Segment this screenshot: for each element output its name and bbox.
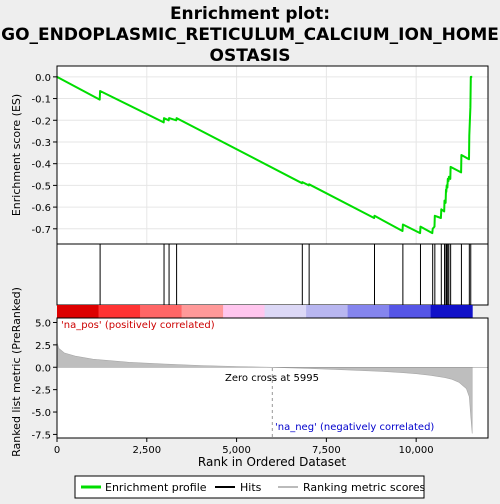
heatmap-segment [57,305,100,318]
es-panel [56,65,489,245]
na-pos-label: 'na_pos' (positively correlated) [61,320,215,331]
x-axis-label: Rank in Ordered Dataset [198,455,346,469]
heatmap-segment [264,305,307,318]
heatmap-segment [430,305,473,318]
hits-panel [56,243,489,306]
heatmap-segment [181,305,224,318]
metric-tick-label: 5.0 [35,318,51,329]
enrichment-profile [56,75,473,235]
heatmap-segment [223,305,266,318]
ranking-metric-area [56,342,488,438]
ranking-heatmap-band [57,305,473,318]
hit-markers [99,244,472,305]
es-tick-label: 0.0 [35,73,51,84]
legend-metric-label: Ranking metric scores [303,481,425,494]
es-tick-label: -0.4 [31,160,51,171]
es-tick-label: -0.2 [31,116,51,127]
heatmap-segment [389,305,432,318]
metric-tick-label: 0.0 [35,363,51,374]
metric-tick-label: -7.5 [31,430,51,441]
heatmap-segment [306,305,349,318]
x-tick-label: 7,500 [312,445,341,456]
es-tick-label: -0.6 [31,203,51,214]
es-y-axis-label: Enrichment score (ES) [10,94,23,216]
chart-title-line-1: Enrichment plot: [170,4,330,24]
x-tick-label: 10,000 [399,445,434,456]
es-tick-label: -0.5 [31,181,51,192]
ranking-metric-fill [56,342,473,434]
chart-title-line-2: GO_ENDOPLASMIC_RETICULUM_CALCIUM_ION_HOM… [1,25,499,45]
chart-title-line-3: OSTASIS [210,46,291,66]
legend-enrichment-label: Enrichment profile [105,481,207,494]
heatmap-segment [140,305,183,318]
x-tick-label: 2,500 [132,445,161,456]
x-tick-label: 5,000 [222,445,251,456]
legend-hits-label: Hits [240,481,262,494]
metric-y-axis-label: Ranked list metric (PreRanked) [10,287,23,457]
es-tick-label: -0.3 [31,138,51,149]
zero-cross-label: Zero cross at 5995 [225,373,319,384]
es-panel-border [56,65,489,245]
metric-tick-label: -5.0 [31,408,51,419]
metric-panel-border [56,317,489,439]
heatmap-segment [347,305,390,318]
na-neg-label: 'na_neg' (negatively correlated) [275,422,434,433]
x-axis: 0 2,500 5,000 7,500 10,000 [54,438,434,456]
x-tick-label: 0 [54,445,60,456]
metric-y-axis: 5.0 2.5 0.0 -2.5 -5.0 -7.5 [31,318,57,441]
enrichment-profile-line [56,75,473,235]
legend-box [74,475,425,499]
es-y-axis: 0.0 -0.1 -0.2 -0.3 -0.4 -0.5 -0.6 -0.7 [31,73,57,236]
heatmap-segment [98,305,141,318]
es-tick-label: -0.1 [31,95,51,106]
es-tick-label: -0.7 [31,225,51,236]
metric-tick-label: -2.5 [31,386,51,397]
legend: Enrichment profile Hits Ranking metric s… [74,475,425,499]
metric-tick-label: 2.5 [35,341,51,352]
